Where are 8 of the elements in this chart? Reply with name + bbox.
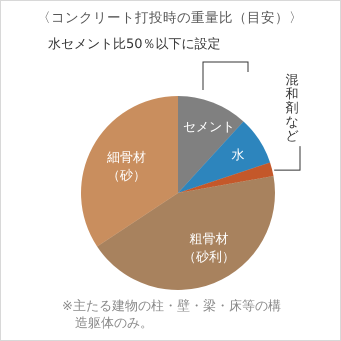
text: 水セメント比50％以下に設定 — [48, 37, 221, 52]
slice-label: 水 — [232, 148, 245, 163]
slice-label: 細骨材（砂） — [107, 150, 146, 184]
slice-label: セメント — [183, 120, 235, 136]
chart-title: 〈コンクリート打投時の重量比（目安）〉 — [37, 10, 303, 26]
slice-label: 混和剤など — [286, 73, 298, 144]
text: ※主たる建物の柱・壁・梁・床等の構造躯体のみ。 — [62, 298, 281, 331]
slice-label: 粗骨材（砂利） — [183, 232, 235, 266]
